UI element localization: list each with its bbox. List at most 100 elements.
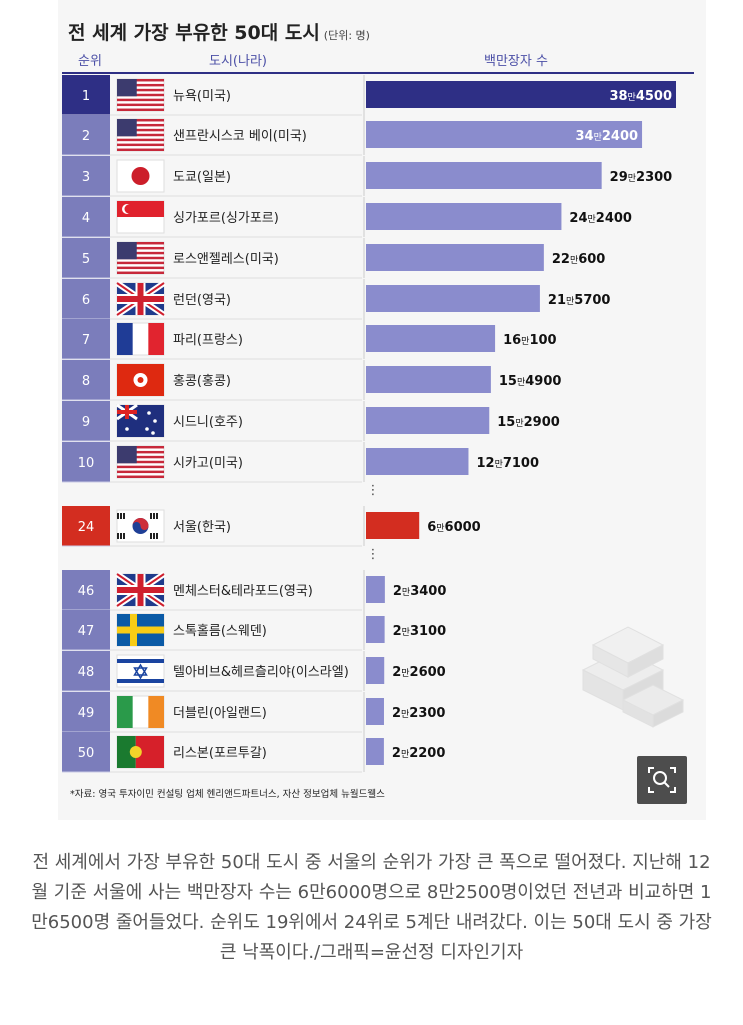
table-row: 6 런던(영국) 21만5700	[62, 279, 611, 320]
rank-header: 순위	[78, 54, 102, 69]
ellipsis-mark: ⋮	[367, 547, 380, 562]
value-man: 만	[495, 459, 503, 470]
value-rest: 2900	[524, 415, 560, 430]
value-label: 12만7100	[476, 456, 539, 471]
rank-cell	[62, 570, 110, 610]
value-man: 만	[628, 92, 636, 103]
value-big: 15	[497, 415, 515, 430]
city-label: 텔아비브&헤르츨리야(이스라엘)	[173, 665, 349, 680]
city-label: 런던(영국)	[173, 293, 231, 308]
value-man: 만	[436, 523, 444, 534]
chart-title: 전 세계 가장 부유한 50대 도시 (단위: 명)	[68, 18, 370, 45]
value-label: 22만600	[552, 252, 606, 267]
table-row: 3 도쿄(일본) 29만2300	[62, 156, 672, 197]
table-row: 7 파리(프랑스) 16만100	[62, 319, 557, 360]
bar	[366, 448, 469, 475]
uk-flag-icon	[115, 571, 166, 609]
value-man: 만	[521, 336, 529, 347]
us-flag-icon	[116, 118, 165, 152]
bar	[366, 512, 420, 539]
rank-label: 4	[82, 211, 90, 226]
table-row: 9 시드니(호주) 15만2900	[62, 401, 560, 442]
table-row: 2 샌프란시스코 베이(미국) 34만2400	[62, 115, 643, 156]
city-label: 파리(프랑스)	[173, 333, 243, 348]
value-man: 만	[570, 255, 578, 266]
city-label: 샌프란시스코 베이(미국)	[173, 129, 307, 144]
us-flag-icon	[116, 241, 165, 275]
bar	[366, 203, 562, 230]
city-label: 리스본(포르투갈)	[173, 746, 267, 761]
rank-label: 49	[78, 706, 95, 721]
value-rest: 2400	[596, 211, 632, 226]
us-flag-icon	[116, 445, 165, 479]
money-stack-icon	[581, 626, 685, 728]
value-big: 12	[476, 456, 494, 471]
city-label: 더블린(아일랜드)	[173, 706, 267, 721]
rank-cell	[62, 732, 110, 772]
value-man: 만	[588, 214, 596, 225]
value-big: 24	[569, 211, 587, 226]
rank-label: 46	[78, 584, 95, 599]
value-big: 2	[393, 624, 402, 639]
value-rest: 100	[529, 333, 556, 348]
bar	[366, 285, 540, 312]
table-row: 10 시카고(미국) 12만7100	[62, 442, 539, 483]
ellipsis-mark: ⋮	[367, 483, 380, 498]
bar	[366, 407, 490, 434]
table-row: 24 서울(한국) 6만6000	[62, 506, 481, 547]
value-label: 2만3100	[393, 624, 447, 639]
value-rest: 4900	[525, 374, 561, 389]
table-row: 47 스톡홀름(스웨덴) 2만3100	[62, 610, 447, 651]
japan-flag-icon	[116, 159, 165, 193]
city-label: 뉴욕(미국)	[173, 89, 231, 104]
city-label: 도쿄(일본)	[173, 170, 231, 185]
bar	[366, 576, 385, 603]
value-rest: 3100	[410, 624, 446, 639]
city-label: 시드니(호주)	[173, 415, 243, 430]
value-big: 38	[609, 89, 627, 104]
bar	[366, 81, 676, 108]
value-man: 만	[628, 173, 636, 184]
value-man: 만	[566, 296, 574, 307]
value-rest: 2400	[602, 129, 638, 144]
value-rest: 5700	[574, 293, 610, 308]
table-row: 4 싱가포르(싱가포르) 24만2400	[62, 197, 632, 238]
rank-cell	[62, 115, 110, 155]
value-big: 15	[499, 374, 517, 389]
value-big: 29	[610, 170, 628, 185]
bar	[366, 121, 643, 148]
city-label: 멘체스터&테라포드(영국)	[173, 584, 313, 599]
bar	[366, 698, 384, 725]
bar	[366, 657, 385, 684]
korea-flag-icon	[116, 509, 165, 543]
rank-cell	[62, 692, 110, 732]
us-flag-icon	[116, 78, 165, 112]
chart-figure: 전 세계 가장 부유한 50대 도시 (단위: 명) 순위 도시(나라) 백만장자…	[58, 0, 706, 820]
rank-label: 1	[82, 89, 90, 104]
source-note: *자료: 영국 투자이민 컨설팅 업체 헨리앤드파트너스, 자산 정보업체 뉴월…	[70, 789, 385, 800]
bar	[366, 366, 491, 393]
bar	[366, 162, 602, 189]
city-label: 싱가포르(싱가포르)	[173, 211, 279, 226]
city-label: 스톡홀름(스웨덴)	[173, 624, 267, 639]
value-big: 6	[427, 520, 436, 535]
rank-label: 8	[82, 374, 90, 389]
value-rest: 6000	[445, 520, 481, 535]
value-rest: 7100	[503, 456, 539, 471]
value-big: 2	[392, 746, 401, 761]
zoom-button[interactable]	[637, 756, 687, 804]
bar	[366, 616, 385, 643]
rank-cell	[62, 610, 110, 650]
value-man: 만	[402, 627, 410, 638]
value-label: 21만5700	[548, 293, 611, 308]
value-label: 2만2600	[392, 665, 446, 680]
rank-label: 24	[78, 520, 95, 535]
value-man: 만	[594, 132, 602, 143]
portugal-flag-icon	[116, 735, 165, 769]
value-label: 38만4500	[609, 89, 672, 104]
value-label: 15만4900	[499, 374, 562, 389]
israel-flag-icon	[116, 654, 165, 688]
value-rest: 4500	[636, 89, 672, 104]
rank-cell	[62, 75, 110, 115]
